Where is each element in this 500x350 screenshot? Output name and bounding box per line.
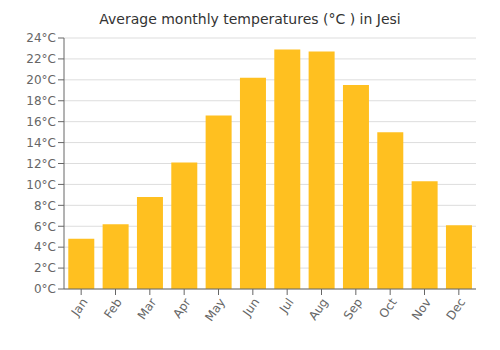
svg-text:May: May bbox=[202, 296, 228, 324]
svg-text:4°C: 4°C bbox=[34, 240, 56, 254]
svg-text:Nov: Nov bbox=[409, 296, 434, 323]
svg-text:24°C: 24°C bbox=[26, 31, 56, 45]
svg-text:Sep: Sep bbox=[341, 296, 365, 323]
svg-text:Feb: Feb bbox=[101, 296, 125, 321]
svg-text:Aug: Aug bbox=[306, 296, 331, 323]
svg-text:14°C: 14°C bbox=[26, 136, 56, 150]
svg-text:Jun: Jun bbox=[239, 296, 262, 320]
svg-text:10°C: 10°C bbox=[26, 178, 56, 192]
svg-text:Oct: Oct bbox=[376, 295, 400, 320]
svg-text:Mar: Mar bbox=[135, 296, 159, 323]
svg-text:Jan: Jan bbox=[68, 296, 91, 320]
svg-text:12°C: 12°C bbox=[26, 157, 56, 171]
svg-text:Dec: Dec bbox=[443, 296, 468, 323]
svg-text:22°C: 22°C bbox=[26, 52, 56, 66]
svg-text:0°C: 0°C bbox=[34, 282, 56, 296]
svg-text:20°C: 20°C bbox=[26, 73, 56, 87]
svg-text:2°C: 2°C bbox=[34, 261, 56, 275]
svg-text:6°C: 6°C bbox=[34, 220, 56, 234]
svg-text:8°C: 8°C bbox=[34, 199, 56, 213]
html-text:Average monthly temperatures (: Average monthly temperatures (°C ) in Je… bbox=[99, 11, 401, 27]
svg-text:Apr: Apr bbox=[170, 296, 193, 321]
svg-text:Jul: Jul bbox=[276, 296, 296, 317]
svg-text:16°C: 16°C bbox=[26, 115, 56, 129]
svg-text:18°C: 18°C bbox=[26, 94, 56, 108]
